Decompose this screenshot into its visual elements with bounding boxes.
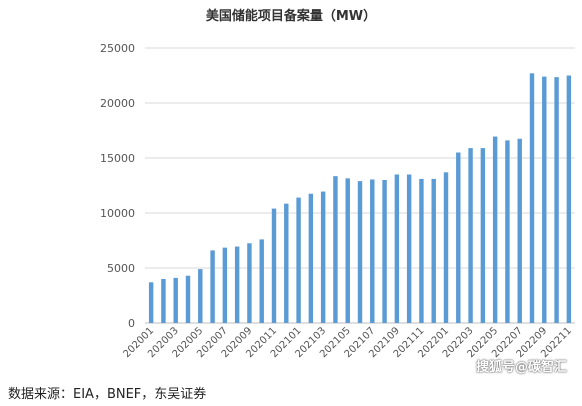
bar-202111	[419, 178, 424, 323]
bar-202203	[468, 148, 473, 323]
bar-202208	[529, 73, 535, 323]
bar-202101	[296, 197, 301, 323]
bar-202002	[161, 279, 166, 323]
bar-202108	[382, 180, 387, 323]
bar-202011	[271, 208, 277, 323]
x-axis: 2020012020032020052020072020092020112021…	[121, 325, 573, 360]
bar-202010	[259, 239, 264, 323]
bar-202009	[247, 243, 252, 323]
y-tick-label: 5000	[107, 262, 135, 275]
bar-202201	[443, 172, 449, 323]
bar-202006	[210, 250, 215, 323]
chart-title: 美国储能项目备案量（MW）	[206, 8, 376, 24]
bar-202205	[492, 136, 498, 323]
watermark: 搜狐号@碳智汇	[476, 360, 568, 375]
bar-202204	[480, 148, 486, 323]
y-tick-label: 0	[128, 317, 135, 330]
bar-202012	[284, 203, 289, 323]
bar-202001	[148, 282, 154, 323]
bar-202003	[173, 277, 178, 323]
bar-202202	[456, 152, 461, 323]
bar-202107	[370, 179, 375, 323]
bar-202207	[517, 138, 522, 323]
bar-202103	[320, 191, 326, 323]
y-tick-label: 20000	[100, 97, 135, 110]
bar-202112	[431, 178, 436, 323]
bar-202008	[234, 246, 240, 323]
bar-202004	[185, 275, 191, 323]
bar-202109	[394, 174, 400, 323]
source-note: 数据来源：EIA，BNEF，东吴证券	[8, 387, 207, 402]
bar-202105	[345, 178, 350, 323]
bar-202206	[505, 140, 510, 323]
y-tick-label: 25000	[100, 42, 135, 55]
bar-202104	[333, 176, 338, 323]
y-axis: 0 5000 10000 15000 20000 25000	[100, 42, 135, 330]
bar-202102	[308, 193, 314, 323]
bar-202210	[554, 77, 559, 324]
bars	[148, 73, 572, 324]
y-tick-label: 10000	[100, 207, 135, 220]
bar-202005	[198, 269, 203, 323]
bar-202106	[357, 181, 363, 323]
bar-202211	[566, 75, 572, 323]
y-tick-label: 15000	[100, 152, 135, 165]
bar-202007	[222, 247, 228, 323]
bar-202110	[406, 174, 412, 323]
bar-202209	[542, 76, 547, 323]
